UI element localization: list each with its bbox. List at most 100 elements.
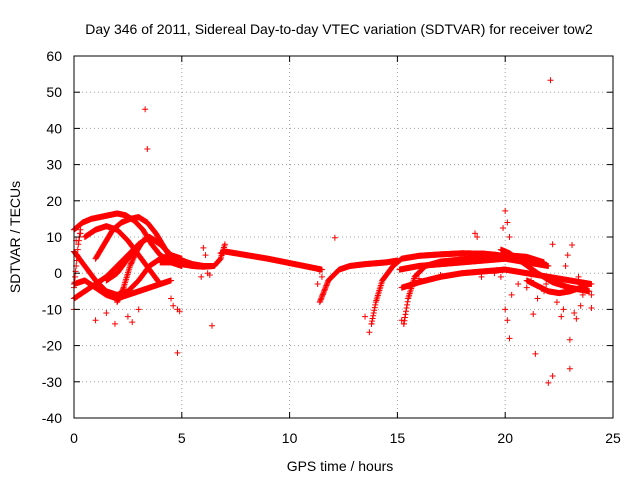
data-point [170,302,177,309]
track-point [317,297,324,304]
track-point [402,311,409,318]
track-point [156,280,163,287]
track-point [74,252,81,259]
data-point [547,77,554,84]
data-point [111,320,118,327]
x-tick-label: 25 [605,430,621,446]
y-tick-label: 10 [46,229,62,245]
data-point [504,219,511,226]
track-point [318,266,325,273]
data-point [124,313,131,320]
data-point [545,379,552,386]
data-point [478,273,485,280]
data-point [497,273,504,280]
track-point [156,279,163,286]
track-point [403,305,410,312]
data-point [472,230,479,237]
track-point [146,234,153,240]
track-point [71,279,78,286]
data-point [135,306,142,313]
track-point [586,281,593,288]
data-point [588,304,595,311]
track-point [321,286,328,293]
data-point [562,262,569,269]
track-point [72,273,79,280]
y-tick-label: -40 [42,410,62,426]
track-point [320,290,327,297]
track-point [401,317,408,324]
track-point [319,291,326,298]
track-point [316,299,323,306]
track-point [370,310,377,317]
y-tick-label: 20 [46,193,62,209]
y-tick-label: 30 [46,157,62,173]
track-point [324,279,331,286]
track-point [74,246,81,253]
data-point [362,313,369,320]
data-point [176,308,183,315]
track-point [545,262,552,269]
data-points [71,77,595,386]
data-point [208,322,215,329]
x-tick-label: 5 [178,430,186,446]
track-point [370,312,377,319]
track-point [322,285,329,292]
x-tick-label: 20 [497,430,513,446]
data-point [588,291,595,298]
data-point [549,373,556,380]
data-point [92,317,99,324]
data-point [566,336,573,343]
data-point [553,299,560,306]
track-point [372,301,379,308]
data-point [502,207,509,214]
track-point [168,277,175,284]
data-point [502,306,509,313]
data-point [532,350,539,357]
track-point [221,241,228,248]
data-point [575,273,582,280]
track-point [75,237,82,244]
x-tick-label: 15 [390,430,406,446]
data-point [314,281,321,288]
track-point [369,315,376,322]
y-tick-label: -10 [42,301,62,317]
track-point [317,296,324,303]
data-point [200,244,207,251]
data-point [500,224,507,231]
track-point [371,307,378,314]
data-point [564,252,571,259]
data-point [508,291,515,298]
track-point [75,241,82,248]
y-axis-ticks: -40 -30 -20 -10 0 10 20 30 40 50 60 [42,48,613,426]
track-point [586,288,593,295]
data-point [103,310,110,317]
y-tick-label: 60 [46,48,62,64]
x-tick-label: 0 [70,430,78,446]
data-point [530,311,537,318]
x-tick-label: 10 [282,430,298,446]
data-point [560,306,567,313]
data-point [558,313,565,320]
y-tick-label: 0 [54,265,62,281]
y-tick-label: -20 [42,338,62,354]
data-point [144,146,151,153]
track-point [321,287,328,294]
y-axis-title: SDTVAR / TECUs [7,181,23,293]
data-point [318,273,325,280]
track-point [77,226,84,233]
data-point [573,315,580,322]
data-point [174,349,181,356]
track-point [371,304,378,311]
data-point [206,272,213,279]
y-tick-label: 50 [46,84,62,100]
grid-lines [74,56,613,418]
data-point [366,329,373,336]
data-point [569,241,576,248]
track-point [401,314,408,321]
track-point [76,230,83,237]
data-point [549,241,556,248]
data-point [504,317,511,324]
track-point [157,281,164,288]
